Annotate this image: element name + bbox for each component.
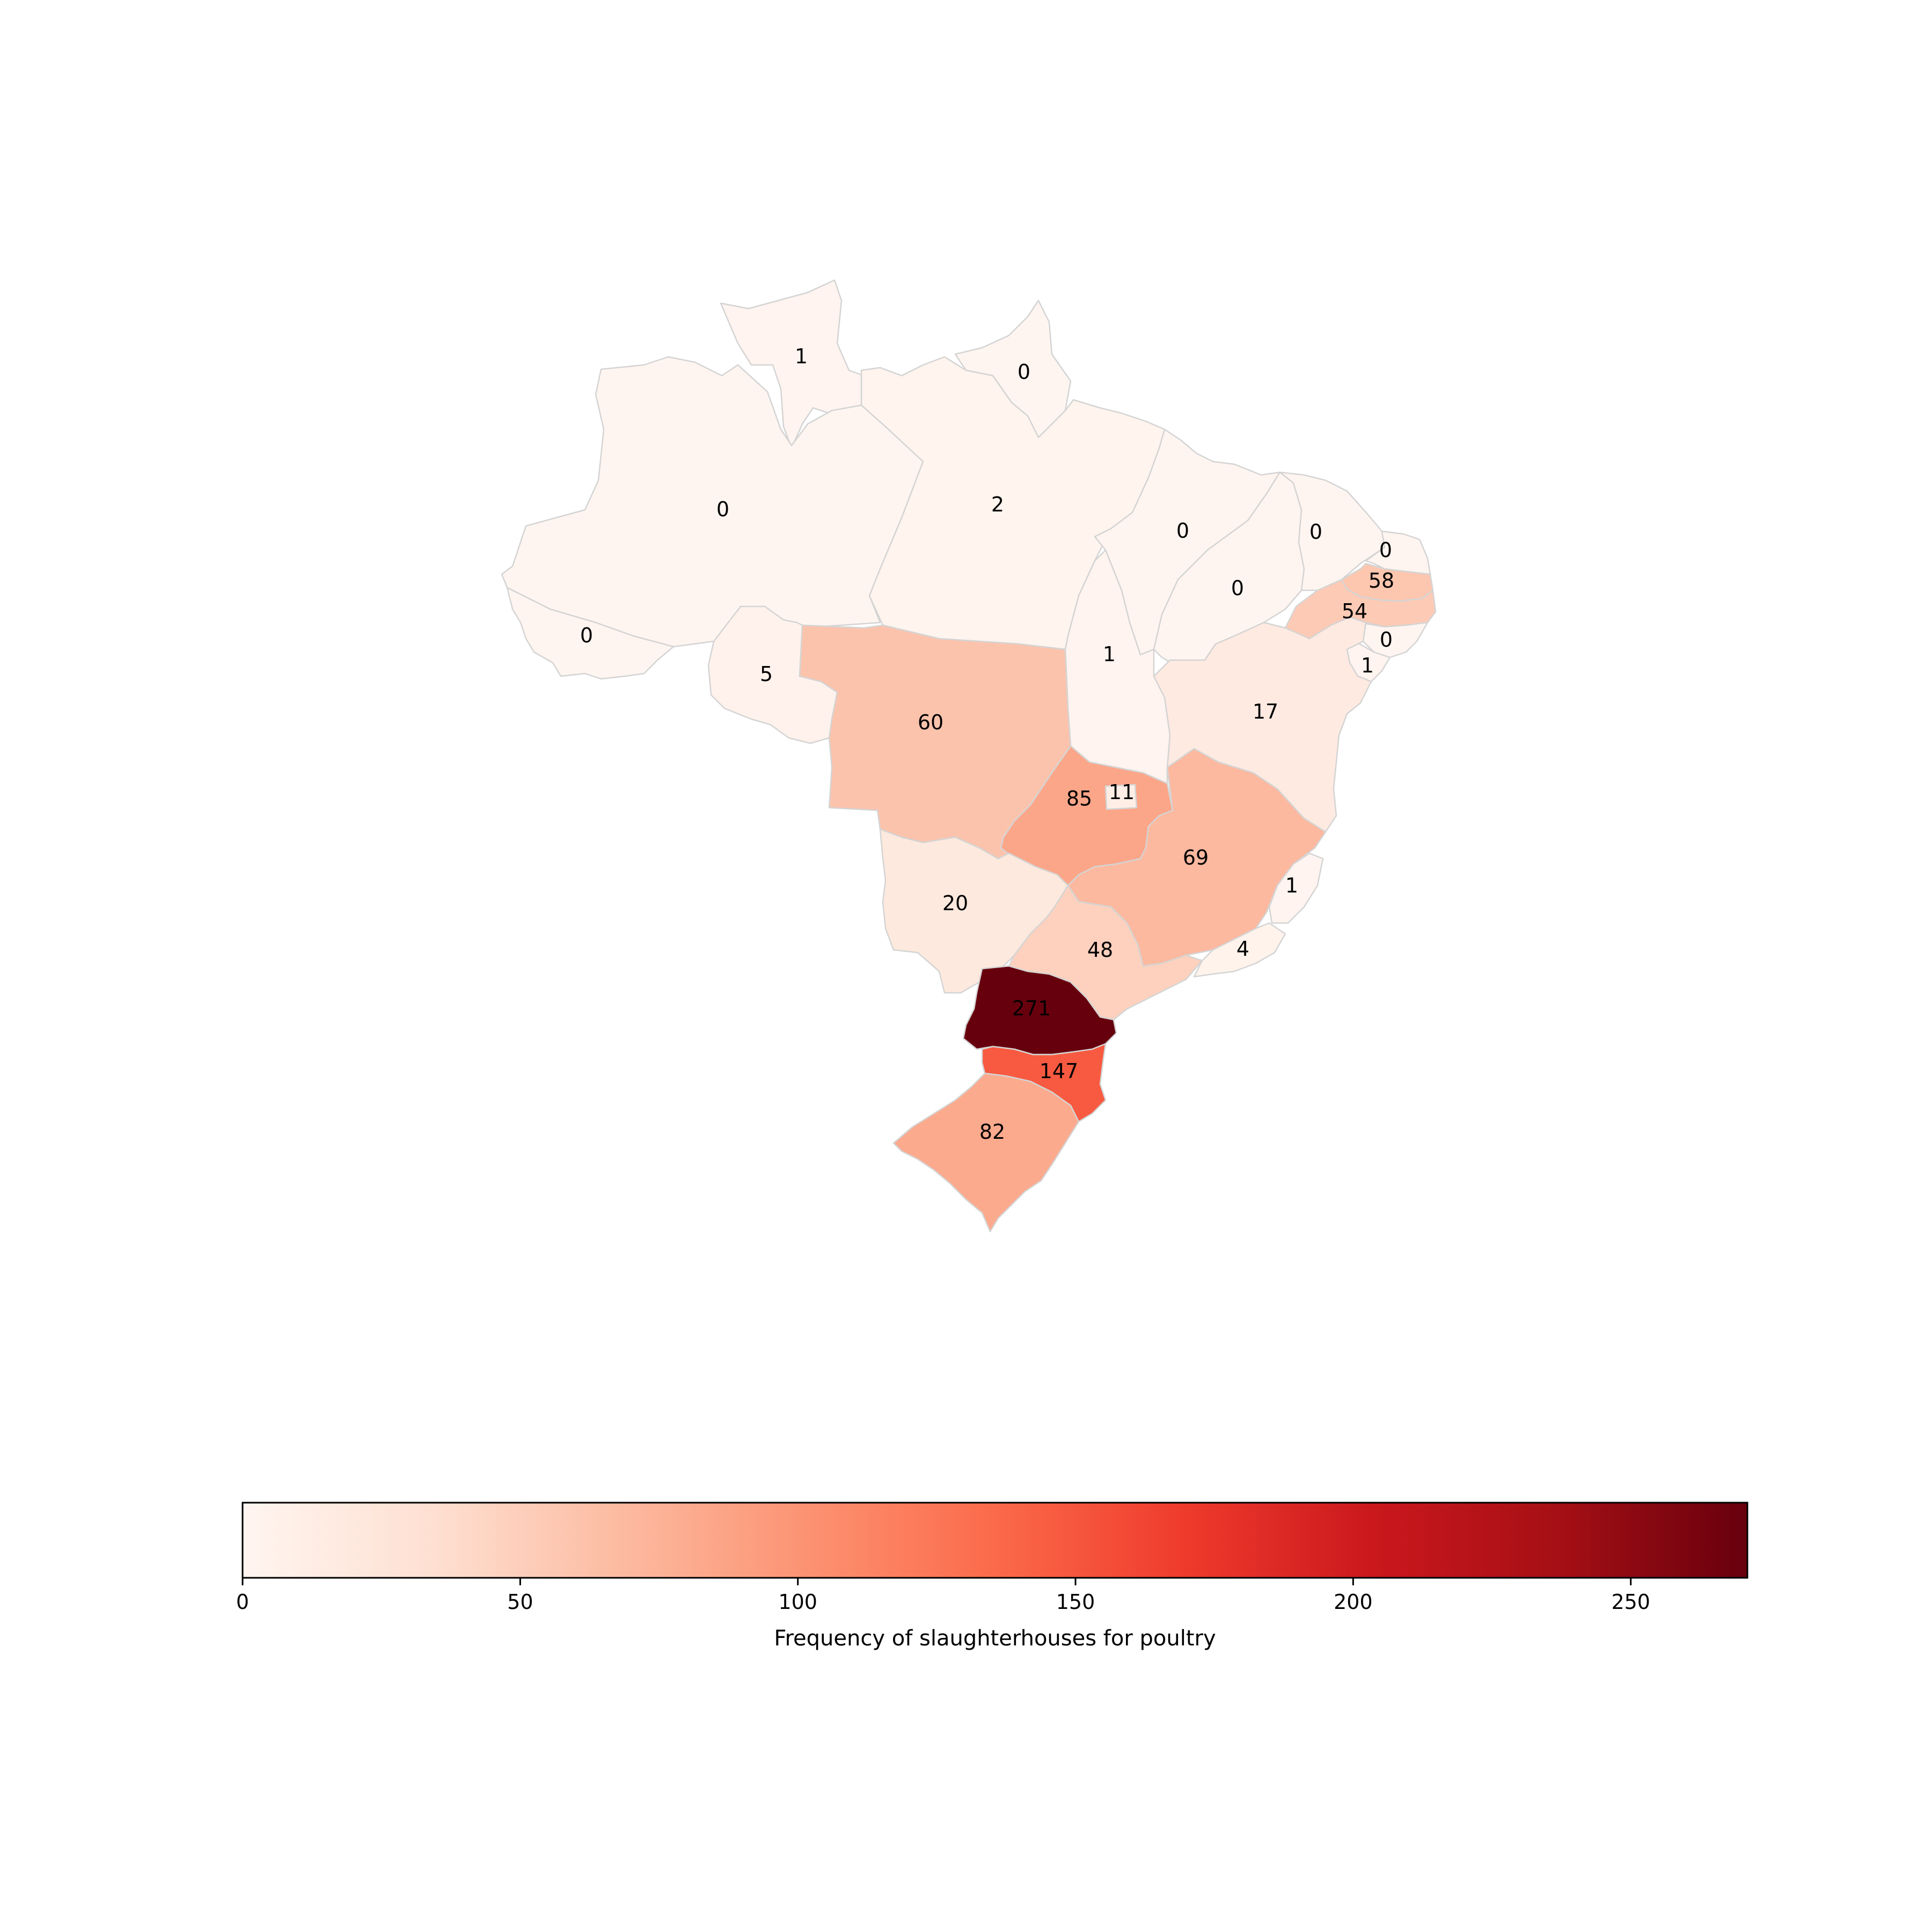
state-SP [1008, 884, 1203, 1021]
state-value-RR: 1 [795, 345, 808, 368]
state-RS [892, 1072, 1080, 1233]
state-value-CE: 0 [1309, 520, 1322, 544]
state-ES [1268, 852, 1324, 924]
state-value-RJ: 4 [1236, 937, 1249, 961]
colorbar-tick-label: 0 [236, 1590, 249, 1614]
state-value-SE: 1 [1361, 654, 1374, 677]
colorbar: 0 50 100 150 200 250 Frequency of slaughterho… [236, 1502, 1748, 1651]
state-value-TO: 1 [1103, 642, 1116, 666]
state-value-MG: 69 [1183, 846, 1209, 869]
state-value-RO: 5 [760, 662, 773, 686]
state-value-BA: 17 [1253, 700, 1278, 723]
state-RJ [1193, 922, 1286, 978]
colorbar-tick-label: 250 [1611, 1590, 1650, 1614]
colorbar-tick-label: 150 [1056, 1590, 1095, 1614]
state-AC [506, 587, 675, 680]
state-AM [501, 356, 924, 648]
state-value-MT: 60 [918, 711, 943, 734]
state-value-RS: 82 [979, 1120, 1005, 1144]
colorbar-gradient [241, 1502, 1748, 1579]
state-BA [1153, 616, 1372, 833]
colorbar-ticks: 0 50 100 150 200 250 [236, 1578, 1650, 1614]
state-value-AM: 0 [716, 497, 729, 521]
states-layer [501, 279, 1437, 1233]
state-value-RN: 0 [1379, 538, 1392, 562]
state-value-PE: 54 [1342, 599, 1367, 623]
state-CE [1279, 471, 1386, 591]
state-value-MS: 20 [942, 891, 968, 915]
state-value-PB: 58 [1368, 569, 1394, 592]
state-value-PI: 0 [1231, 576, 1244, 600]
colorbar-label: Frequency of slaughterhouses for poultry [774, 1626, 1216, 1651]
state-value-DF: 11 [1109, 780, 1135, 804]
colorbar-tick-label: 200 [1334, 1590, 1373, 1614]
state-value-SP: 48 [1087, 938, 1113, 962]
state-value-ES: 1 [1285, 874, 1298, 897]
state-AL [1362, 621, 1429, 658]
state-value-AC: 0 [580, 624, 593, 647]
state-value-GO: 85 [1066, 787, 1092, 810]
state-DF [1104, 784, 1138, 810]
state-value-PR: 271 [1012, 997, 1051, 1020]
state-value-AP: 0 [1018, 360, 1030, 384]
colorbar-tick-label: 100 [778, 1590, 817, 1614]
colorbar-tick-label: 50 [507, 1590, 533, 1614]
state-value-MA: 0 [1176, 519, 1189, 543]
state-value-AL: 0 [1380, 628, 1393, 652]
state-value-SC: 147 [1040, 1059, 1079, 1083]
state-value-PA: 2 [991, 493, 1004, 516]
